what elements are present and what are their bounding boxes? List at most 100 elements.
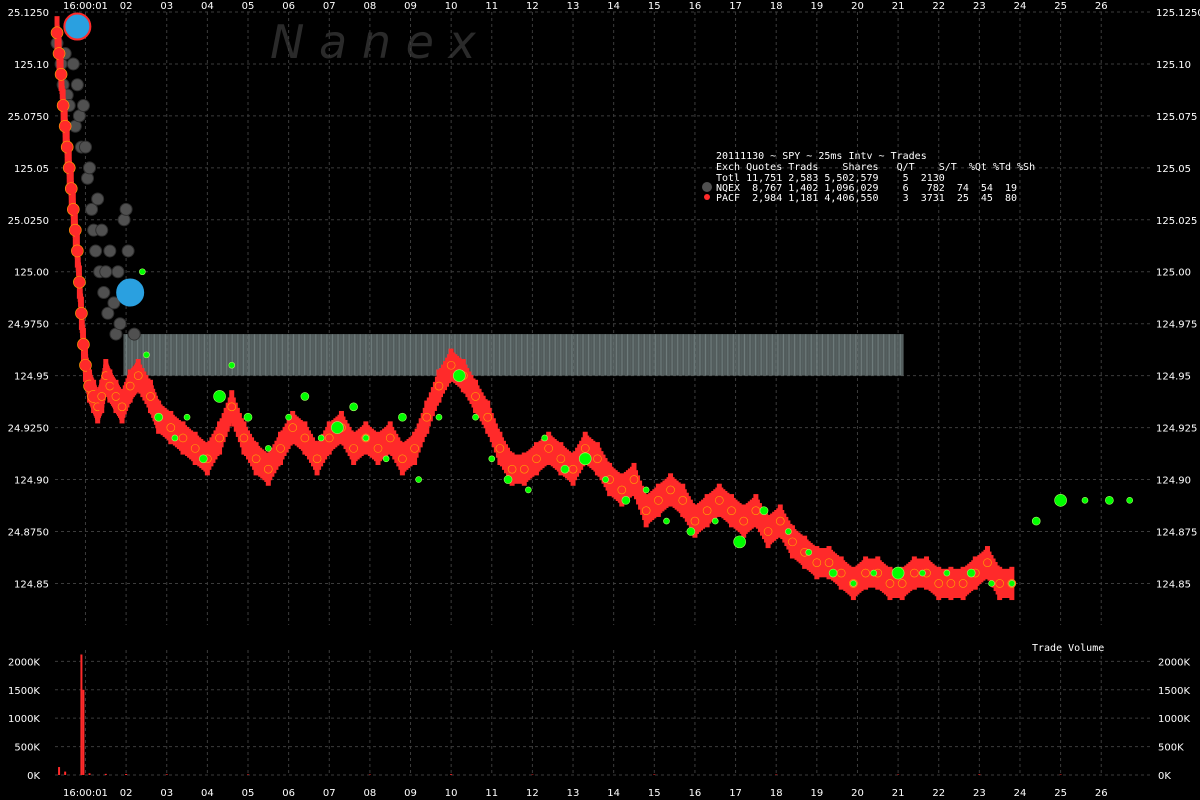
pacf-point [934,579,944,588]
pacf-point [958,579,968,588]
pacf-point [861,568,870,578]
pacf-point [483,412,493,422]
pacf-point [763,527,773,536]
pacf-point [178,433,188,443]
highlight-marker [63,12,92,41]
nqex-point [76,99,90,113]
trade-point [578,452,592,466]
y-tick-label-left: 25.1250 [8,8,49,19]
x-tick-label-bottom: 24 [1014,788,1027,799]
y-tick-label-left: 24.9750 [8,320,49,331]
x-tick-label-top: 16 [689,1,702,12]
x-tick-label-top: 18 [770,1,783,12]
pacf-point [812,558,822,567]
x-tick-label-top: 24 [1014,1,1027,12]
y-tick-label-left: 124.95 [14,372,49,383]
y-tick-label-right: 124.875 [1156,527,1197,538]
trade-point [265,445,272,452]
pacf-point [690,516,700,526]
y-tick-label-right: 125.1250 [1156,8,1200,19]
volume-tick-label-left: 2000K [8,657,40,668]
trade-point [472,413,479,421]
pacf-point [556,454,566,464]
x-tick-label-bottom: 12 [526,788,539,799]
x-tick-label-bottom: 16:00:01 [63,788,108,799]
legend-row-nqex: NQEX 8,767 1,402 1,096,029 6 782 74 54 1… [716,183,1017,194]
volume-title: Trade Volume [1032,643,1104,654]
pacf-point [519,464,529,474]
y-tick-label-right: 124.975 [1156,320,1197,331]
pacf-point [641,506,651,516]
trade-point [243,412,253,422]
nqex-point [66,57,80,71]
legend: 20111130 ~ SPY ~ 25ms Intv ~ Trades Exch… [702,151,1035,204]
pacf-point [105,381,115,391]
x-tick-label-bottom: 18 [770,788,783,799]
volume-tick-label-left: 500K [14,743,40,754]
x-tick-label-bottom: 25 [1054,788,1067,799]
pacf-point [995,579,1004,588]
legend-header: Exch Quotes Trads Shares Q/T S/T %Qt %Td… [716,162,1035,173]
legend-marker-nqex [702,182,712,192]
axis-labels: 16:00:01 16:00:01 02 02 03 03 04 04 05 05 06 06 07 07… [8,1,1200,799]
trade-point [435,413,443,421]
trade-point [525,486,532,494]
nqex-point [83,161,97,175]
x-tick-label-top: 25 [1054,1,1067,12]
trade-point [621,496,631,505]
nqex-point [101,306,115,320]
pacf-point [910,568,919,578]
x-tick-label-top: 16:00:01 [63,1,108,12]
y-tick-label-right: 125.075 [1156,112,1197,123]
pacf-point [702,506,712,516]
nqex-point [103,244,117,258]
pacf-point [629,475,639,484]
x-tick-label-bottom: 26 [1095,788,1108,799]
x-tick-label-bottom: 17 [729,788,742,799]
y-tick-label-left: 24.8750 [8,527,49,538]
trade-point [285,413,292,421]
x-tick-label-top: 11 [485,1,498,12]
volume-tick-label-right: 0K [1158,771,1171,782]
pacf-point [73,275,86,289]
pacf-point [54,68,68,81]
trade-point [943,569,951,577]
pacf-point [398,454,407,464]
trade-point [1105,496,1114,505]
trade-point [228,361,236,369]
trade-point [1054,494,1067,507]
x-tick-label-top: 22 [932,1,945,12]
trade-point [1008,580,1016,587]
pacf-point [349,444,358,453]
pacf-point [544,444,553,453]
pacf-point [300,433,310,443]
series-trades [127,268,1133,587]
trade-point [828,568,838,578]
pacf-point [983,558,992,567]
pacf-point [410,444,419,453]
pacf-point [97,392,107,401]
y-tick-label-right: 124.95 [1156,372,1191,383]
trade-point [1081,497,1089,504]
trade-point [398,412,407,422]
watermark: N a n e x [270,15,477,69]
y-tick-label-right: 124.90 [1156,476,1191,487]
pacf-point [446,360,456,370]
trade-point [199,454,208,464]
pacf-point [593,454,602,464]
y-tick-label-right: 125.025 [1156,216,1197,227]
x-tick-label-bottom: 14 [607,788,620,799]
pacf-point [715,496,724,505]
pacf-point [751,506,761,516]
x-tick-label-bottom: 20 [851,788,864,799]
pacf-point [727,506,736,516]
trade-point [331,421,344,434]
pacf-point [71,244,84,258]
pacf-point [678,496,688,505]
pacf-point [775,516,785,526]
pacf-point [251,454,261,464]
trade-point [382,455,390,463]
volume-tick-label-right: 2000K [1158,657,1190,668]
pacf-point [166,423,176,432]
